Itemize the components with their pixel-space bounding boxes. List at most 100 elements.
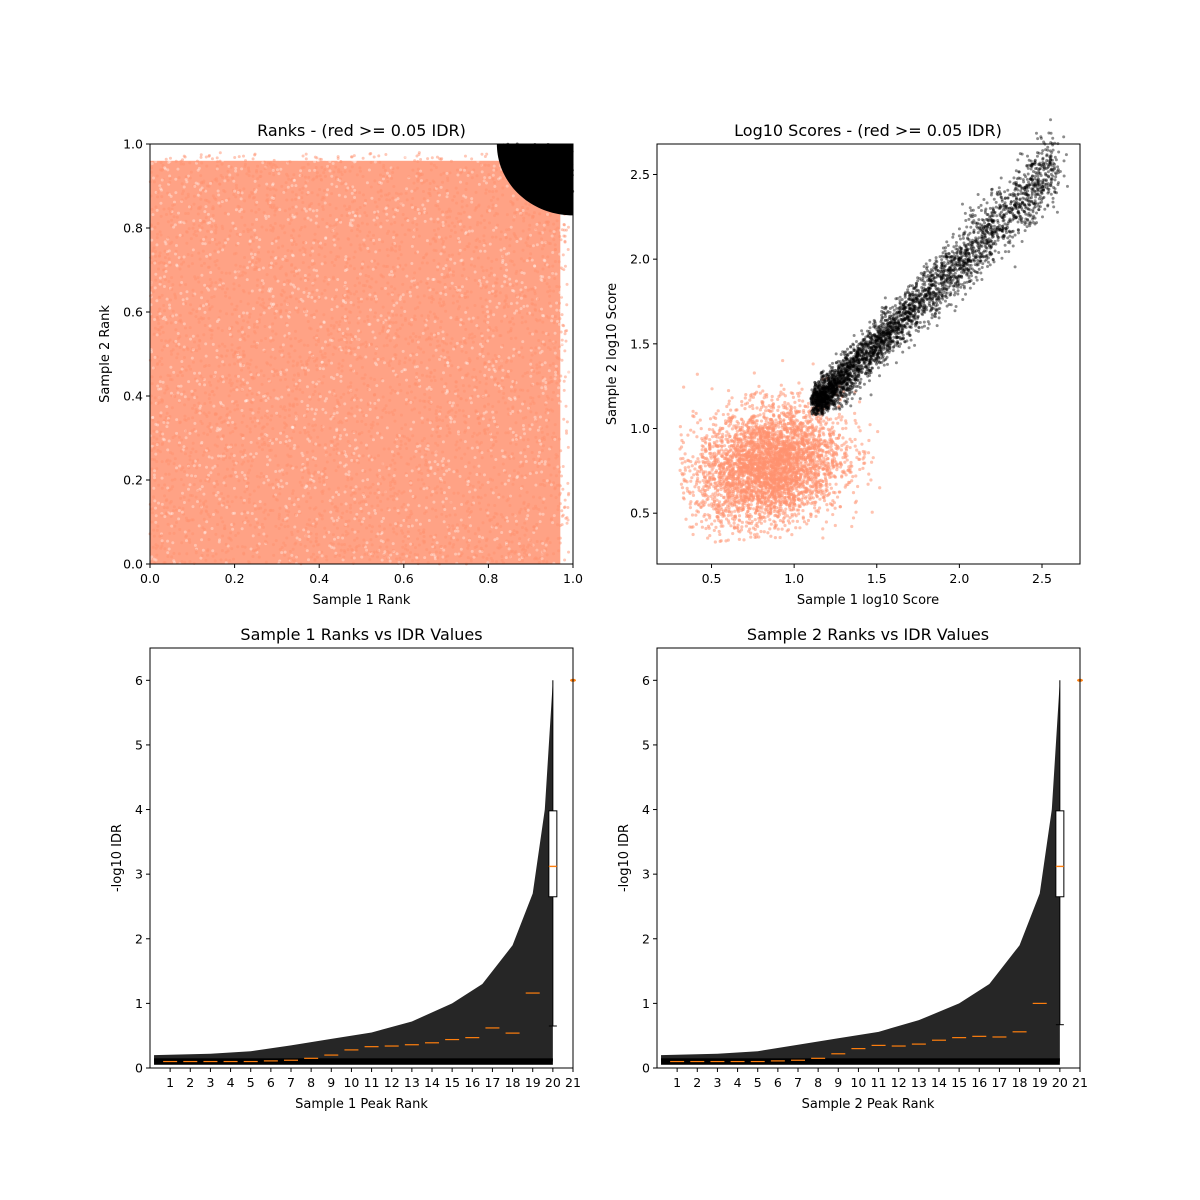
data-point (305, 485, 309, 489)
data-point (208, 515, 212, 519)
data-point (284, 504, 288, 508)
data-point (353, 517, 357, 521)
data-point (334, 177, 338, 181)
data-point (411, 434, 415, 438)
data-point (423, 556, 427, 560)
data-point (338, 437, 342, 441)
data-point (326, 164, 330, 168)
data-point (219, 558, 223, 562)
data-point (150, 444, 154, 448)
data-point (222, 496, 226, 500)
data-point (385, 198, 389, 202)
data-point (160, 362, 164, 366)
data-point (206, 184, 210, 188)
data-point (409, 551, 413, 555)
data-point (412, 455, 416, 459)
data-point (403, 368, 407, 372)
data-point (266, 250, 270, 254)
data-point (455, 201, 459, 205)
data-point (288, 439, 292, 443)
data-point (368, 468, 372, 472)
data-point (291, 364, 295, 368)
data-point (537, 461, 541, 465)
data-point (192, 202, 196, 206)
data-point (416, 558, 420, 562)
data-point (362, 538, 366, 542)
data-point (390, 176, 394, 180)
data-point (233, 308, 237, 312)
data-point (528, 203, 532, 207)
data-point (344, 258, 348, 262)
data-point (361, 491, 365, 495)
data-point (300, 191, 304, 195)
data-point (358, 272, 362, 276)
data-point (478, 486, 482, 490)
data-point (463, 526, 467, 530)
data-point (547, 285, 551, 289)
data-point (309, 532, 313, 536)
data-point (373, 296, 377, 300)
data-point (510, 540, 514, 544)
data-point (160, 356, 164, 360)
data-point (464, 327, 468, 331)
data-point (308, 506, 312, 510)
data-point (287, 388, 291, 392)
data-point (286, 513, 290, 517)
data-point (553, 351, 557, 355)
data-point (560, 295, 564, 299)
data-point (365, 181, 369, 185)
data-point (410, 469, 414, 473)
data-point (204, 364, 208, 368)
data-point (541, 559, 545, 563)
data-point (397, 489, 401, 493)
data-point (473, 278, 477, 282)
data-point (340, 369, 344, 373)
data-point (366, 234, 370, 238)
data-point (386, 204, 390, 208)
data-point (181, 491, 185, 495)
data-point (513, 214, 517, 218)
data-point (179, 320, 183, 324)
data-point (541, 379, 545, 383)
data-point (299, 338, 303, 342)
data-point (170, 287, 174, 291)
data-point (428, 460, 432, 464)
data-point (355, 458, 359, 462)
data-point (386, 507, 390, 511)
data-point (402, 368, 406, 372)
data-point (291, 237, 295, 241)
data-point (376, 504, 380, 508)
data-point (340, 304, 344, 308)
data-point (307, 518, 311, 522)
data-point (446, 176, 450, 180)
data-point (371, 420, 375, 424)
data-point (269, 355, 273, 359)
data-point (215, 168, 219, 172)
data-point (458, 323, 462, 327)
data-point (320, 500, 324, 504)
data-point (304, 180, 308, 184)
data-point (457, 252, 461, 256)
data-point (558, 379, 562, 383)
data-point (243, 271, 247, 275)
data-point (152, 528, 156, 532)
data-point (332, 522, 336, 526)
data-point (197, 433, 201, 437)
data-point (373, 401, 377, 405)
data-point (245, 481, 249, 485)
data-point (224, 558, 228, 562)
data-point (257, 407, 261, 411)
data-point (533, 525, 537, 529)
data-point (281, 472, 285, 476)
data-point (324, 555, 328, 559)
data-point (267, 438, 271, 442)
data-point (553, 340, 557, 344)
data-point (228, 410, 232, 414)
data-point (294, 269, 298, 273)
data-point (280, 353, 284, 357)
data-point (453, 513, 457, 517)
data-point (201, 526, 205, 530)
data-point (191, 505, 195, 509)
data-point (157, 261, 161, 265)
data-point (286, 185, 290, 189)
